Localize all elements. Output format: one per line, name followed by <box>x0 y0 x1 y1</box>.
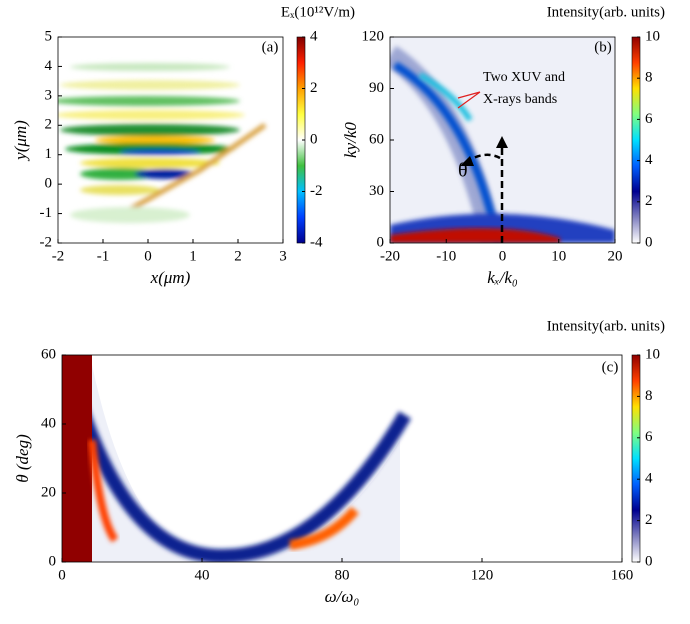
x-tick-label: 40 <box>195 567 210 583</box>
colorbar <box>631 354 641 563</box>
colorbar-tick-label: 10 <box>645 28 660 44</box>
y-tick-label: -2 <box>40 234 53 250</box>
y-tick-label: 30 <box>369 183 384 199</box>
y-tick-label: 3 <box>45 87 53 103</box>
y-tick-label: 20 <box>41 484 56 500</box>
colorbar-tick-label: 0 <box>645 553 653 569</box>
x-tick-label: 0 <box>499 248 507 264</box>
colorbar-tick-label: 4 <box>645 152 653 168</box>
x-tick-label: 0 <box>144 248 152 264</box>
y-tick-label: 2 <box>45 117 53 133</box>
colorbar-tick-label: 2 <box>645 193 653 209</box>
y-tick-label: 0 <box>377 234 385 250</box>
annotation: θ <box>458 160 468 182</box>
x-tick-label: 160 <box>611 567 634 583</box>
y-tick-label: 0 <box>45 176 53 192</box>
x-tick-label: -10 <box>436 248 456 264</box>
x-tick-label: 0 <box>58 567 66 583</box>
y-tick-label: -1 <box>40 205 53 221</box>
y-axis-label: ky/k0 <box>341 122 360 158</box>
field-image <box>58 63 267 223</box>
x-tick-label: 3 <box>279 248 287 264</box>
annotation: X-rays bands <box>483 92 557 107</box>
colorbar-tick-label: 10 <box>645 346 660 362</box>
colorbar-title: Intensity(arb. units) <box>547 318 665 334</box>
panel-label: (c) <box>602 359 619 375</box>
x-tick-label: 80 <box>335 567 350 583</box>
x-tick-label: -1 <box>97 248 110 264</box>
y-tick-label: 90 <box>369 80 384 96</box>
colorbar-tick-label: 6 <box>645 111 653 127</box>
plot-frame <box>57 36 284 244</box>
x-tick-label: -20 <box>380 248 400 264</box>
colorbar-tick-label: 0 <box>310 131 318 147</box>
panel-label: (a) <box>262 39 279 55</box>
panel-label: (b) <box>594 39 612 55</box>
x-tick-label: 2 <box>234 248 242 264</box>
colorbar-tick-label: 0 <box>645 234 653 250</box>
x-tick-label: -2 <box>52 248 65 264</box>
y-tick-label: 40 <box>41 415 56 431</box>
x-tick-label: 20 <box>608 248 623 264</box>
y-axis-label: θ (deg) <box>13 434 32 483</box>
y-tick-label: 60 <box>369 131 384 147</box>
y-tick-label: 5 <box>45 28 53 44</box>
y-tick-label: 0 <box>49 553 57 569</box>
y-axis-label: y(μm) <box>11 120 30 162</box>
colorbar-tick-label: 8 <box>645 388 653 404</box>
x-axis-label: x(μm) <box>150 268 191 287</box>
colorbar-tick-label: 8 <box>645 70 653 86</box>
y-tick-label: 4 <box>45 58 53 74</box>
annotation-arrows <box>457 91 508 243</box>
y-tick-label: 60 <box>41 346 56 362</box>
colorbar-tick-label: 2 <box>645 512 653 528</box>
colorbar-tick-label: -2 <box>310 183 323 199</box>
x-tick-label: 1 <box>189 248 197 264</box>
x-axis-label: kₓ/k₀ <box>487 268 518 287</box>
x-axis-label: ω/ω₀ <box>325 587 360 606</box>
colorbar-tick-label: 4 <box>645 471 653 487</box>
colorbar-title: Intensity(arb. units) <box>547 4 665 20</box>
y-tick-label: 1 <box>45 146 53 162</box>
colorbar-tick-label: 6 <box>645 429 653 445</box>
x-tick-label: 120 <box>471 567 494 583</box>
colorbar-tick-label: -4 <box>310 234 323 250</box>
angular-spectrum-image <box>62 355 412 562</box>
y-tick-label: 120 <box>362 28 385 44</box>
colorbar-tick-label: 4 <box>310 28 318 44</box>
x-tick-label: 10 <box>551 248 566 264</box>
colorbar-title: Eₓ(10¹²V/m) <box>281 4 355 20</box>
annotation: Two XUV and <box>483 70 565 85</box>
colorbar-tick-label: 2 <box>310 80 318 96</box>
colorbar <box>631 36 641 244</box>
